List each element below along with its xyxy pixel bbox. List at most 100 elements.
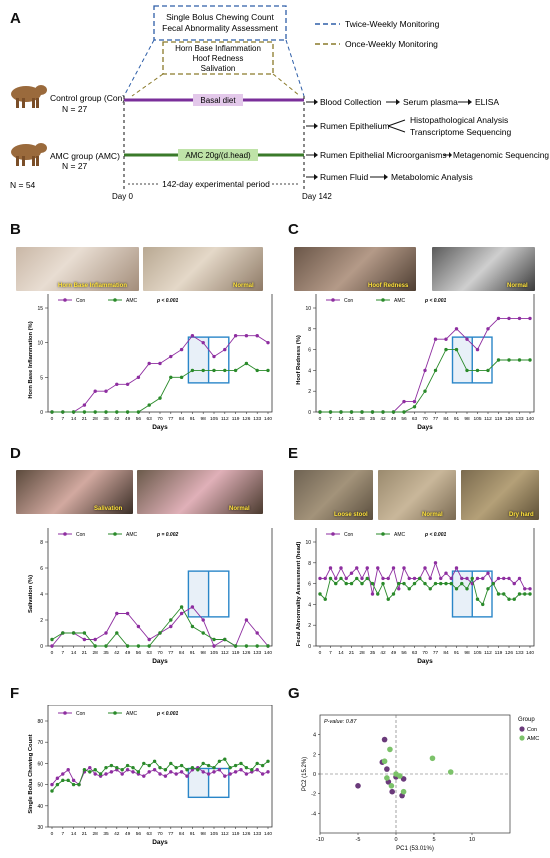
data-point-con: [255, 631, 259, 635]
x-tick-label: 14: [71, 831, 77, 837]
y-tick-label: 10: [37, 341, 43, 347]
pca-point-amc: [429, 755, 436, 762]
y-tick-label: 40: [37, 804, 43, 810]
data-point-con: [212, 770, 216, 774]
x-tick-label: 28: [93, 416, 99, 422]
x-tick-label: 112: [221, 416, 229, 422]
data-point-amc: [190, 765, 195, 770]
x-tick-label: 49: [125, 650, 131, 656]
data-point-amc: [61, 778, 65, 783]
data-point-amc: [158, 765, 162, 770]
data-point-con: [125, 611, 130, 616]
data-point-con: [433, 561, 438, 565]
data-point-amc: [163, 768, 168, 772]
data-point-con: [55, 776, 60, 780]
y-tick-label: 5: [40, 375, 43, 381]
x-tick-label: 28: [93, 831, 99, 837]
data-point-amc: [349, 581, 354, 586]
data-point-amc: [147, 763, 151, 768]
data-point-amc: [365, 576, 369, 581]
data-point-amc: [496, 592, 501, 596]
data-point-con: [439, 576, 443, 581]
highlight-shade: [188, 571, 209, 617]
data-point-con: [104, 631, 108, 635]
outcome-micro: Rumen Epithelial Microorganisms: [320, 150, 447, 160]
x-tick-label: 42: [114, 650, 120, 656]
data-point-amc: [233, 644, 238, 648]
control-group-label: Control group (Con): [50, 93, 125, 103]
data-point-con: [88, 765, 92, 770]
highlight-shade: [188, 768, 209, 798]
x-tick-label: 119: [495, 416, 503, 422]
x-tick-label: 7: [329, 650, 332, 656]
data-point-con: [318, 576, 322, 581]
legend-marker: [519, 726, 525, 732]
panel-letter-d: D: [10, 445, 21, 462]
data-point-con: [244, 772, 249, 776]
data-point-amc: [77, 782, 81, 787]
data-point-amc: [523, 592, 527, 596]
data-point-con: [444, 571, 448, 575]
data-point-con: [142, 774, 146, 778]
x-axis-label: Days: [152, 658, 168, 665]
data-point-amc: [502, 592, 506, 596]
data-point-con: [61, 772, 65, 776]
data-point-amc: [152, 759, 157, 763]
pca-point-amc: [384, 775, 390, 781]
data-point-amc: [360, 581, 364, 586]
data-point-amc: [206, 763, 211, 768]
data-point-amc: [386, 597, 390, 601]
x-tick-label: 70: [422, 650, 428, 656]
photo-label: Hoof Redness: [368, 283, 409, 289]
photo-horn-inflammation: Horn Base Inflammation: [16, 247, 139, 291]
data-point-amc: [444, 347, 448, 352]
data-point-amc: [250, 768, 254, 772]
data-point-con: [344, 576, 348, 581]
x-tick-label: 133: [253, 650, 261, 656]
highlight-box: [187, 570, 230, 618]
data-point-amc: [433, 581, 438, 586]
x-tick-label: 126: [242, 831, 250, 837]
data-point-amc: [528, 592, 532, 596]
photo-loose-stool: Loose stool: [294, 470, 373, 520]
data-point-con: [136, 375, 141, 380]
highlight-box: [451, 570, 493, 618]
data-point-amc: [465, 587, 469, 591]
amc-group-n: N = 27: [62, 161, 88, 171]
data-point-amc: [402, 410, 406, 414]
data-point-con: [465, 337, 469, 341]
data-point-con: [147, 637, 151, 642]
data-point-con: [206, 772, 211, 776]
data-point-con: [323, 576, 327, 581]
data-point-amc: [179, 763, 184, 768]
highlight-box: [187, 336, 230, 384]
data-point-con: [266, 340, 270, 345]
data-point-amc: [174, 765, 178, 770]
data-point-con: [360, 576, 364, 581]
legend-label: AMC: [394, 532, 406, 538]
total-n: N = 54: [10, 180, 36, 190]
data-point-amc: [50, 637, 54, 642]
x-tick-label: 42: [114, 416, 120, 422]
x-tick-label: 119: [232, 831, 240, 837]
data-point-amc: [169, 375, 173, 380]
data-point-amc: [201, 631, 205, 635]
x-tick-label: 56: [401, 416, 407, 422]
data-point-amc: [212, 765, 216, 770]
data-point-amc: [115, 765, 119, 770]
data-point-con: [169, 770, 173, 774]
cow-icon-control: [11, 85, 47, 108]
cow-icon-amc: [11, 143, 47, 166]
legend-label: AMC: [527, 736, 539, 742]
p-value: p < 0.001: [424, 298, 446, 304]
highlight-shade: [452, 571, 473, 617]
photo-label: Horn Base Inflammation: [58, 283, 128, 289]
outcome-blood: Blood Collection: [320, 97, 382, 107]
data-point-con: [104, 389, 108, 393]
data-point-con: [223, 774, 227, 778]
data-point-amc: [423, 581, 427, 586]
x-tick-label: 84: [179, 831, 185, 837]
x-axis-label: PC1 (53.01%): [396, 846, 434, 852]
x-tick-label: 84: [443, 416, 449, 422]
x-tick-label: 140: [526, 416, 534, 422]
